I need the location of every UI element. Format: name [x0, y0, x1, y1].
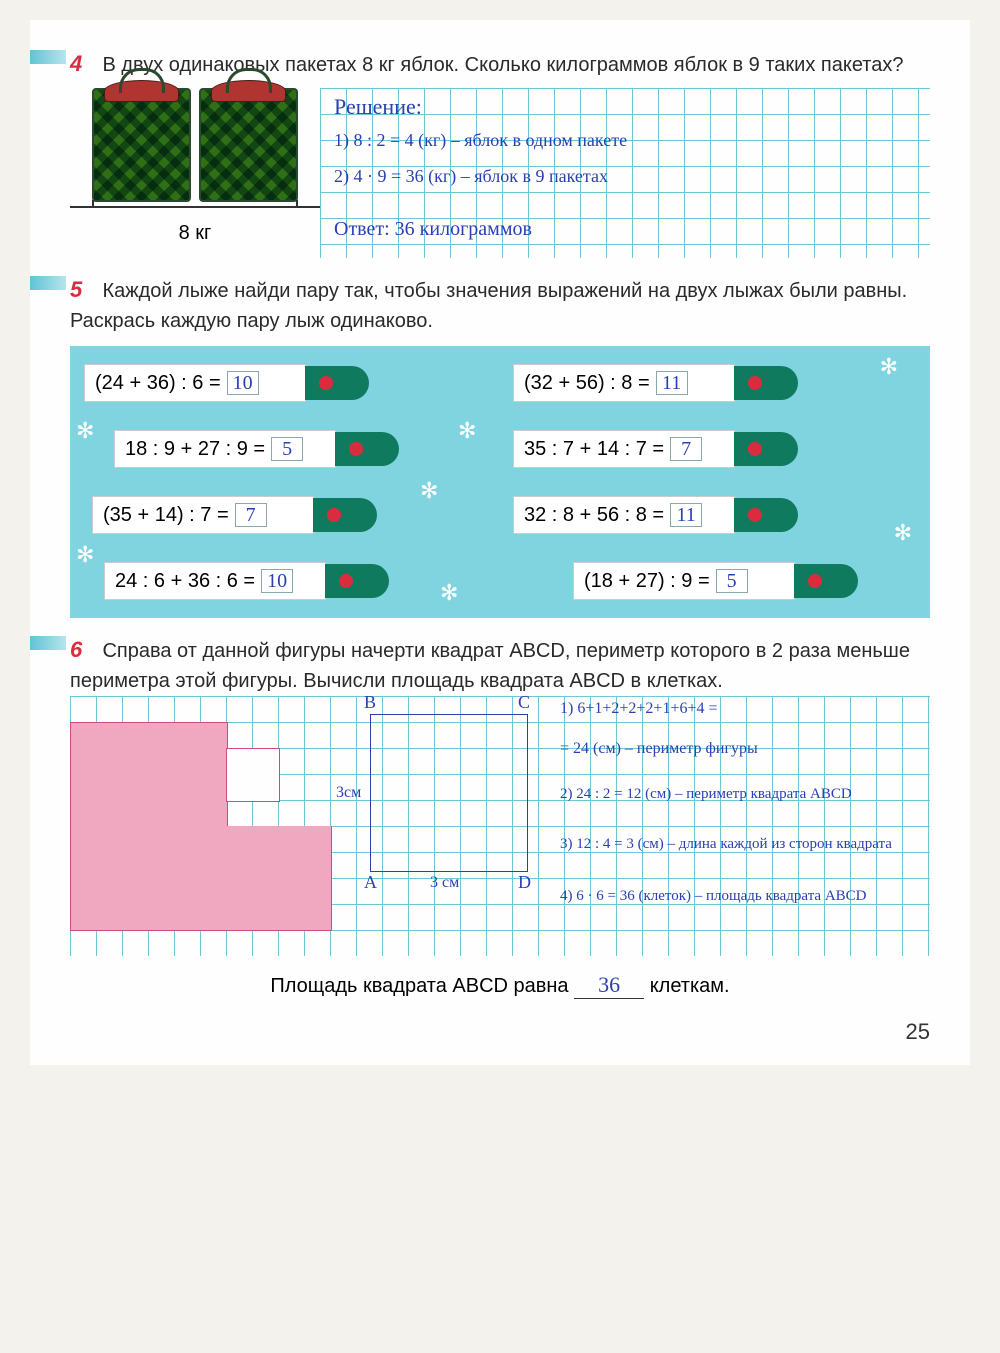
figure-grid: B C A D 3 см 3см 1) 6+1+2+2+2+1+6+4 = = …: [70, 696, 930, 956]
ski-answer: 11: [670, 503, 702, 527]
ski-answer: 11: [656, 371, 688, 395]
ski-tip-icon: [335, 432, 399, 466]
ski-tip-icon: [313, 498, 377, 532]
problem-number: 5: [70, 277, 98, 303]
work-line: 3) 12 : 4 = 3 (см) – длина каждой из сто…: [560, 836, 892, 853]
page-number: 25: [70, 1019, 930, 1045]
snowflake-icon: ✻: [880, 354, 898, 380]
snowflake-icon: ✻: [440, 580, 458, 606]
apple-bag-icon: [92, 88, 191, 202]
ski-tip-icon: [794, 564, 858, 598]
problem-number: 4: [70, 51, 98, 77]
ski-item: (18 + 27) : 9 = 5: [573, 562, 916, 600]
ski-tip-icon: [305, 366, 369, 400]
problem-text: Справа от данной фигуры начерти квадрат …: [70, 640, 910, 692]
ski-answer: 10: [227, 371, 259, 395]
answer-prefix: Площадь квадрата ABCD равна: [270, 975, 568, 997]
apple-bag-icon: [199, 88, 298, 202]
solution-grid: Решение: 1) 8 : 2 = 4 (кг) – яблок в одн…: [320, 88, 930, 258]
figure-notch: [226, 748, 280, 802]
vertex-c: C: [518, 692, 530, 713]
solution-title: Решение:: [334, 94, 422, 120]
ski-answer: 10: [261, 569, 293, 593]
ski-item: (32 + 56) : 8 = 11: [513, 364, 916, 402]
ski-column-right: (32 + 56) : 8 = 11 35 : 7 + 14 : 7 = 7 32 …: [513, 364, 916, 600]
ski-expression: (24 + 36) : 6 =: [95, 372, 221, 395]
ski-panel: ✻ ✻ ✻ ✻ ✻ ✻ ✻ (24 + 36) : 6 = 10 18 : 9 +…: [70, 346, 930, 618]
problem-6: 6 Справа от данной фигуры начерти квадра…: [70, 636, 930, 999]
accent-bar: [30, 50, 66, 64]
square-abcd: [370, 714, 528, 872]
solution-answer: Ответ: 36 килограммов: [334, 218, 532, 241]
ski-expression: 18 : 9 + 27 : 9 =: [125, 438, 265, 461]
side-label: 3см: [336, 784, 361, 802]
answer-suffix: клеткам.: [650, 975, 730, 997]
ski-tip-icon: [734, 432, 798, 466]
snowflake-icon: ✻: [894, 520, 912, 546]
problem-text: В двух одинаковых пакетах 8 кг яблок. Ск…: [102, 54, 903, 76]
ski-tip-icon: [734, 366, 798, 400]
accent-bar: [30, 636, 66, 650]
work-line: 4) 6 · 6 = 36 (клеток) – площадь квадрат…: [560, 888, 867, 905]
problem-text: Каждой лыже найди пару так, чтобы значен…: [70, 280, 907, 332]
snowflake-icon: ✻: [76, 418, 94, 444]
ski-expression: (35 + 14) : 7 =: [103, 504, 229, 527]
solution-line: 1) 8 : 2 = 4 (кг) – яблок в одном пакете: [334, 130, 627, 151]
ski-tip-icon: [325, 564, 389, 598]
accent-bar: [30, 276, 66, 290]
ski-expression: 32 : 8 + 56 : 8 =: [524, 504, 664, 527]
ski-answer: 7: [235, 503, 267, 527]
vertex-d: D: [518, 872, 531, 893]
vertex-b: B: [364, 692, 376, 713]
pink-figure: [70, 826, 332, 931]
workbook-page: 4 В двух одинаковых пакетах 8 кг яблок. …: [30, 20, 970, 1065]
ski-tip-icon: [734, 498, 798, 532]
snowflake-icon: ✻: [458, 418, 476, 444]
work-line: = 24 (см) – периметр фигуры: [560, 740, 758, 758]
bracket-icon: [70, 206, 320, 222]
solution-line: 2) 4 · 9 = 36 (кг) – яблок в 9 пакетах: [334, 166, 608, 187]
problem-5: 5 Каждой лыже найди пару так, чтобы знач…: [70, 276, 930, 618]
snowflake-icon: ✻: [76, 542, 94, 568]
problem-4: 4 В двух одинаковых пакетах 8 кг яблок. …: [70, 50, 930, 258]
ski-expression: 24 : 6 + 36 : 6 =: [115, 570, 255, 593]
final-answer-line: Площадь квадрата ABCD равна 36 клеткам.: [70, 972, 930, 999]
ski-answer: 5: [716, 569, 748, 593]
ski-answer: 7: [670, 437, 702, 461]
ski-expression: (18 + 27) : 9 =: [584, 570, 710, 593]
answer-value: 36: [574, 972, 644, 999]
problem-number: 6: [70, 637, 98, 663]
ski-item: 24 : 6 + 36 : 6 = 10: [104, 562, 487, 600]
pink-figure: [70, 722, 228, 828]
ski-expression: 35 : 7 + 14 : 7 =: [524, 438, 664, 461]
work-line: 1) 6+1+2+2+2+1+6+4 =: [560, 700, 718, 718]
work-line: 2) 24 : 2 = 12 (см) – периметр квадрата …: [560, 786, 852, 803]
vertex-a: A: [364, 872, 377, 893]
ski-item: 32 : 8 + 56 : 8 = 11: [513, 496, 916, 534]
bag-weight-label: 8 кг: [70, 222, 320, 245]
ski-answer: 5: [271, 437, 303, 461]
ski-item: (24 + 36) : 6 = 10: [84, 364, 487, 402]
ski-expression: (32 + 56) : 8 =: [524, 372, 650, 395]
snowflake-icon: ✻: [420, 478, 438, 504]
ski-item: 18 : 9 + 27 : 9 = 5: [114, 430, 487, 468]
ski-item: 35 : 7 + 14 : 7 = 7: [513, 430, 916, 468]
bags-illustration: 8 кг: [70, 88, 320, 245]
side-label: 3 см: [430, 874, 459, 892]
